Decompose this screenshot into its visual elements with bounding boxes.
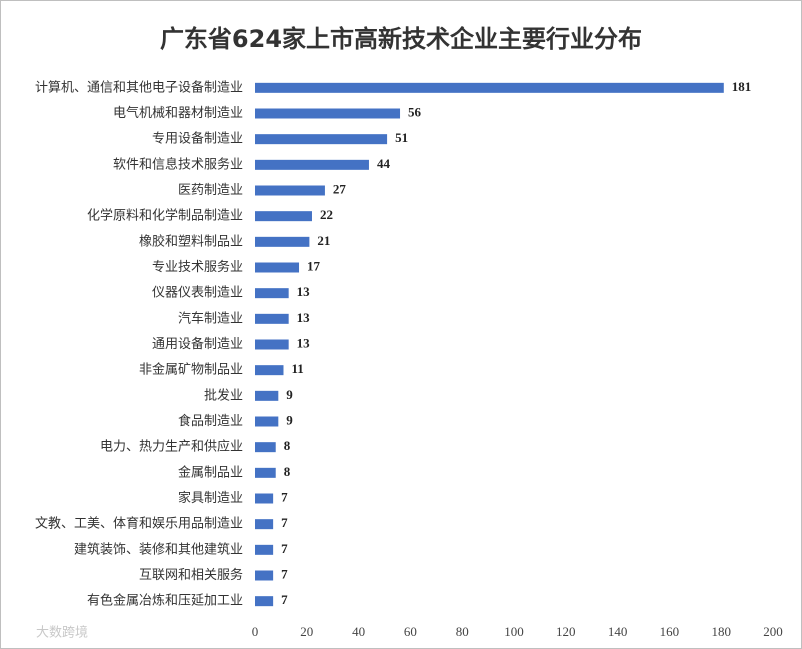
bar: [255, 390, 279, 401]
value-label: 7: [281, 489, 288, 504]
bar: [255, 211, 312, 222]
y-tick-label: 仪器仪表制造业: [152, 286, 243, 301]
bar: [255, 339, 289, 350]
y-tick-label: 软件和信息技术服务业: [113, 156, 243, 172]
value-label: 22: [320, 207, 333, 222]
y-tick-label: 橡胶和塑料制品业: [139, 233, 243, 249]
y-tick-label: 食品制造业: [178, 413, 243, 429]
x-tick-label: 40: [352, 624, 365, 639]
value-label: 7: [281, 541, 288, 556]
bar: [255, 467, 276, 478]
x-tick-label: 0: [252, 624, 259, 639]
value-label: 13: [297, 310, 311, 325]
value-label: 44: [377, 156, 391, 171]
value-label: 9: [286, 387, 293, 402]
value-label: 8: [284, 464, 291, 479]
y-tick-label: 通用设备制造业: [152, 336, 243, 352]
y-tick-label: 家具制造业: [178, 490, 243, 506]
y-tick-label: 金属制品业: [178, 464, 243, 480]
y-tick-label: 计算机、通信和其他电子设备制造业: [35, 79, 243, 95]
x-tick-label: 200: [763, 624, 783, 639]
value-label: 8: [284, 438, 291, 453]
value-label: 27: [333, 181, 347, 196]
y-tick-label: 电气机械和器材制造业: [113, 105, 243, 121]
bar: [255, 185, 325, 196]
y-tick-label: 电力、热力生产和供应业: [100, 439, 243, 455]
bar: [255, 416, 279, 427]
bar: [255, 365, 284, 376]
x-tick-label: 100: [504, 624, 524, 639]
bar: [255, 442, 276, 453]
value-label: 7: [281, 566, 288, 581]
x-tick-label: 140: [608, 624, 628, 639]
value-label: 11: [291, 361, 303, 376]
value-label: 181: [732, 79, 752, 94]
y-tick-label: 建筑装饰、装修和其他建筑业: [74, 541, 243, 557]
value-label: 7: [281, 592, 288, 607]
x-tick-label: 180: [711, 624, 731, 639]
value-label: 9: [286, 412, 293, 427]
bar: [255, 288, 289, 299]
y-tick-label: 有色金属冶炼和压延加工业: [87, 593, 243, 609]
bar: [255, 570, 274, 581]
x-tick-label: 60: [404, 624, 417, 639]
value-label: 17: [307, 258, 321, 273]
chart-title: 广东省624家上市高新技术企业主要行业分布: [160, 25, 642, 53]
bar: [255, 108, 401, 119]
bar: [255, 236, 310, 247]
y-tick-label: 文教、工美、体育和娱乐用品制造业: [35, 516, 243, 532]
value-label: 51: [395, 130, 408, 145]
bar: [255, 544, 274, 555]
bar: [255, 159, 369, 170]
bar: [255, 493, 274, 504]
bar: [255, 134, 388, 145]
x-tick-label: 20: [300, 624, 313, 639]
bar: [255, 596, 274, 607]
y-tick-label: 非金属矿物制品业: [139, 362, 243, 378]
y-tick-label: 互联网和相关服务: [139, 567, 243, 583]
y-tick-label: 专业技术服务业: [152, 259, 243, 275]
value-label: 21: [317, 233, 330, 248]
watermark: 大数跨境: [36, 626, 88, 641]
value-label: 56: [408, 104, 422, 119]
value-label: 7: [281, 515, 288, 530]
y-tick-label: 化学原料和化学制品制造业: [87, 208, 243, 224]
value-label: 13: [297, 284, 311, 299]
y-tick-label: 医药制造业: [178, 183, 243, 198]
value-label: 13: [297, 335, 311, 350]
bar: [255, 262, 300, 273]
y-tick-label: 汽车制造业: [178, 310, 243, 326]
bar: [255, 519, 274, 530]
x-tick-label: 120: [556, 624, 576, 639]
y-tick-label: 批发业: [204, 387, 243, 403]
y-tick-label: 专用设备制造业: [152, 131, 243, 147]
bar: [255, 313, 289, 324]
x-tick-label: 80: [456, 624, 469, 639]
x-tick-label: 160: [660, 624, 680, 639]
bar: [255, 82, 724, 93]
